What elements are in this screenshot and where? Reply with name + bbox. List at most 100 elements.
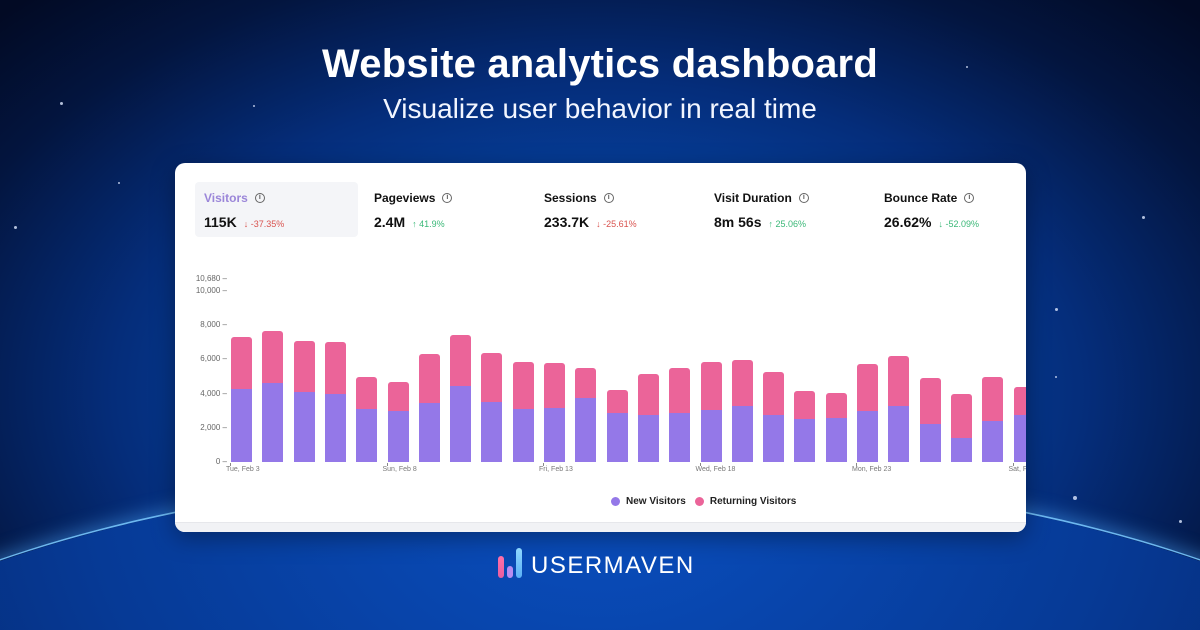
bar-feb-7[interactable] [356, 377, 378, 462]
metric-tab-sessions[interactable]: Sessions i 233.7K ↓ -25.61% [535, 182, 705, 237]
bar-feb-21[interactable] [794, 391, 816, 462]
bar-feb-27[interactable] [982, 377, 1004, 462]
bar-feb-15[interactable] [606, 390, 628, 462]
bar-feb-28[interactable] [1013, 386, 1026, 462]
bar-segment-new [356, 408, 378, 462]
x-axis-tick-label: Tue, Feb 3 [226, 466, 260, 473]
x-axis-tick-label: Mon, Feb 23 [852, 466, 892, 473]
bar-segment-returning [731, 360, 753, 407]
bar-segment-returning [450, 334, 472, 386]
bar-segment-returning [231, 337, 252, 390]
bar-feb-19[interactable] [731, 360, 753, 462]
bar-segment-returning [1013, 386, 1026, 415]
bar-feb-3[interactable] [231, 337, 252, 462]
info-icon[interactable]: i [798, 193, 809, 203]
bar-segment-new [387, 410, 409, 462]
metric-tab-visit-duration[interactable]: Visit Duration i 8m 56s ↑ 25.06% [705, 182, 875, 237]
bar-segment-new [512, 408, 534, 462]
metric-label: Sessions [544, 191, 597, 205]
hero-header: Website analytics dashboard Visualize us… [0, 40, 1200, 128]
bar-segment-returning [262, 331, 284, 384]
bar-segment-new [888, 406, 910, 462]
metric-tab-pageviews[interactable]: Pageviews i 2.4M ↑ 41.9% [365, 182, 535, 237]
bar-feb-17[interactable] [669, 367, 691, 462]
metric-tab-bounce-rate[interactable]: Bounce Rate i 26.62% ↓ -52.09% [875, 182, 1026, 237]
info-icon[interactable]: i [603, 193, 614, 203]
x-axis-tick-label: Wed, Feb 18 [695, 466, 736, 473]
bar-segment-returning [825, 392, 847, 418]
bar-segment-returning [418, 354, 440, 403]
bar-feb-24[interactable] [888, 355, 910, 462]
bar-segment-returning [606, 390, 628, 414]
bar-segment-new [982, 420, 1004, 462]
metric-tabs: Visitors i 115K ↓ -37.35% Pageviews i 2.4M ↑ 41… [195, 182, 1026, 237]
y-axis-tick: 8,000 – [200, 320, 227, 330]
info-icon[interactable]: i [964, 193, 975, 203]
bar-feb-5[interactable] [293, 341, 315, 462]
info-icon[interactable]: i [254, 193, 265, 203]
legend-label-new: New Visitors [626, 496, 686, 507]
bar-feb-22[interactable] [825, 392, 847, 462]
bar-feb-10[interactable] [450, 334, 472, 462]
bar-segment-new [544, 408, 565, 462]
arrow-up-icon: ↑ [768, 219, 773, 229]
bar-feb-26[interactable] [950, 393, 972, 462]
legend-returning-visitors[interactable]: Returning Visitors [694, 496, 796, 507]
metric-value: 26.62% [884, 214, 932, 230]
bar-segment-returning [700, 361, 722, 410]
logo-bar-blue [516, 548, 522, 578]
bar-segment-returning [387, 381, 409, 411]
bar-segment-returning [857, 363, 878, 411]
bar-feb-16[interactable] [637, 373, 659, 462]
bar-feb-25[interactable] [919, 378, 941, 462]
bar-feb-23[interactable] [857, 363, 878, 462]
y-axis-tick: 10,680 – [195, 274, 227, 284]
bar-feb-9[interactable] [418, 354, 440, 462]
bar-feb-14[interactable] [575, 367, 597, 462]
x-axis-tick-label: Fri, Feb 13 [539, 466, 573, 473]
bar-feb-11[interactable] [481, 352, 503, 462]
legend-dot-new [611, 497, 620, 506]
bar-segment-new [450, 385, 472, 462]
bar-feb-20[interactable] [763, 372, 785, 462]
bar-feb-4[interactable] [262, 331, 284, 462]
brand-logo: USERMAVEN [498, 548, 695, 578]
bar-segment-returning [293, 341, 315, 392]
bar-segment-returning [356, 377, 378, 409]
bar-feb-6[interactable] [324, 342, 346, 462]
bar-feb-13[interactable] [544, 362, 565, 462]
arrow-down-icon: ↓ [243, 219, 249, 229]
metric-tab-visitors[interactable]: Visitors i 115K ↓ -37.35% [195, 182, 358, 237]
x-axis-tick-mark [699, 463, 701, 466]
metric-label: Bounce Rate [884, 191, 958, 205]
bar-segment-new [669, 413, 691, 462]
bar-segment-new [794, 419, 816, 462]
bar-segment-new [324, 393, 346, 462]
bar-feb-8[interactable] [387, 381, 409, 462]
bar-segment-returning [669, 367, 691, 414]
y-axis-tick: 4,000 – [200, 388, 227, 398]
bar-segment-returning [637, 373, 659, 415]
arrow-up-icon: ↑ [412, 219, 417, 229]
bar-feb-18[interactable] [700, 361, 722, 462]
bar-segment-returning [888, 355, 910, 407]
bar-segment-new [700, 409, 722, 462]
hero-title: Website analytics dashboard [322, 42, 878, 86]
legend-new-visitors[interactable]: New Visitors [611, 496, 686, 507]
bar-segment-new [481, 402, 503, 462]
y-axis-tick: 10,000 – [195, 286, 227, 295]
info-icon[interactable]: i [442, 193, 453, 203]
bar-segment-returning [481, 352, 503, 403]
bar-feb-12[interactable] [512, 361, 534, 462]
bar-segment-returning [575, 367, 597, 398]
metric-value: 233.7K [544, 214, 590, 230]
metric-change: ↓ -25.61% [596, 219, 637, 229]
metric-change: ↓ -37.35% [243, 219, 285, 229]
bar-segment-returning [544, 362, 565, 409]
y-axis-tick: 2,000 – [200, 422, 227, 432]
bar-segment-new [637, 414, 659, 462]
bar-segment-returning [512, 361, 534, 409]
metric-label: Pageviews [374, 191, 436, 205]
bar-segment-new [1013, 414, 1026, 462]
arrow-down-icon: ↓ [938, 219, 943, 229]
